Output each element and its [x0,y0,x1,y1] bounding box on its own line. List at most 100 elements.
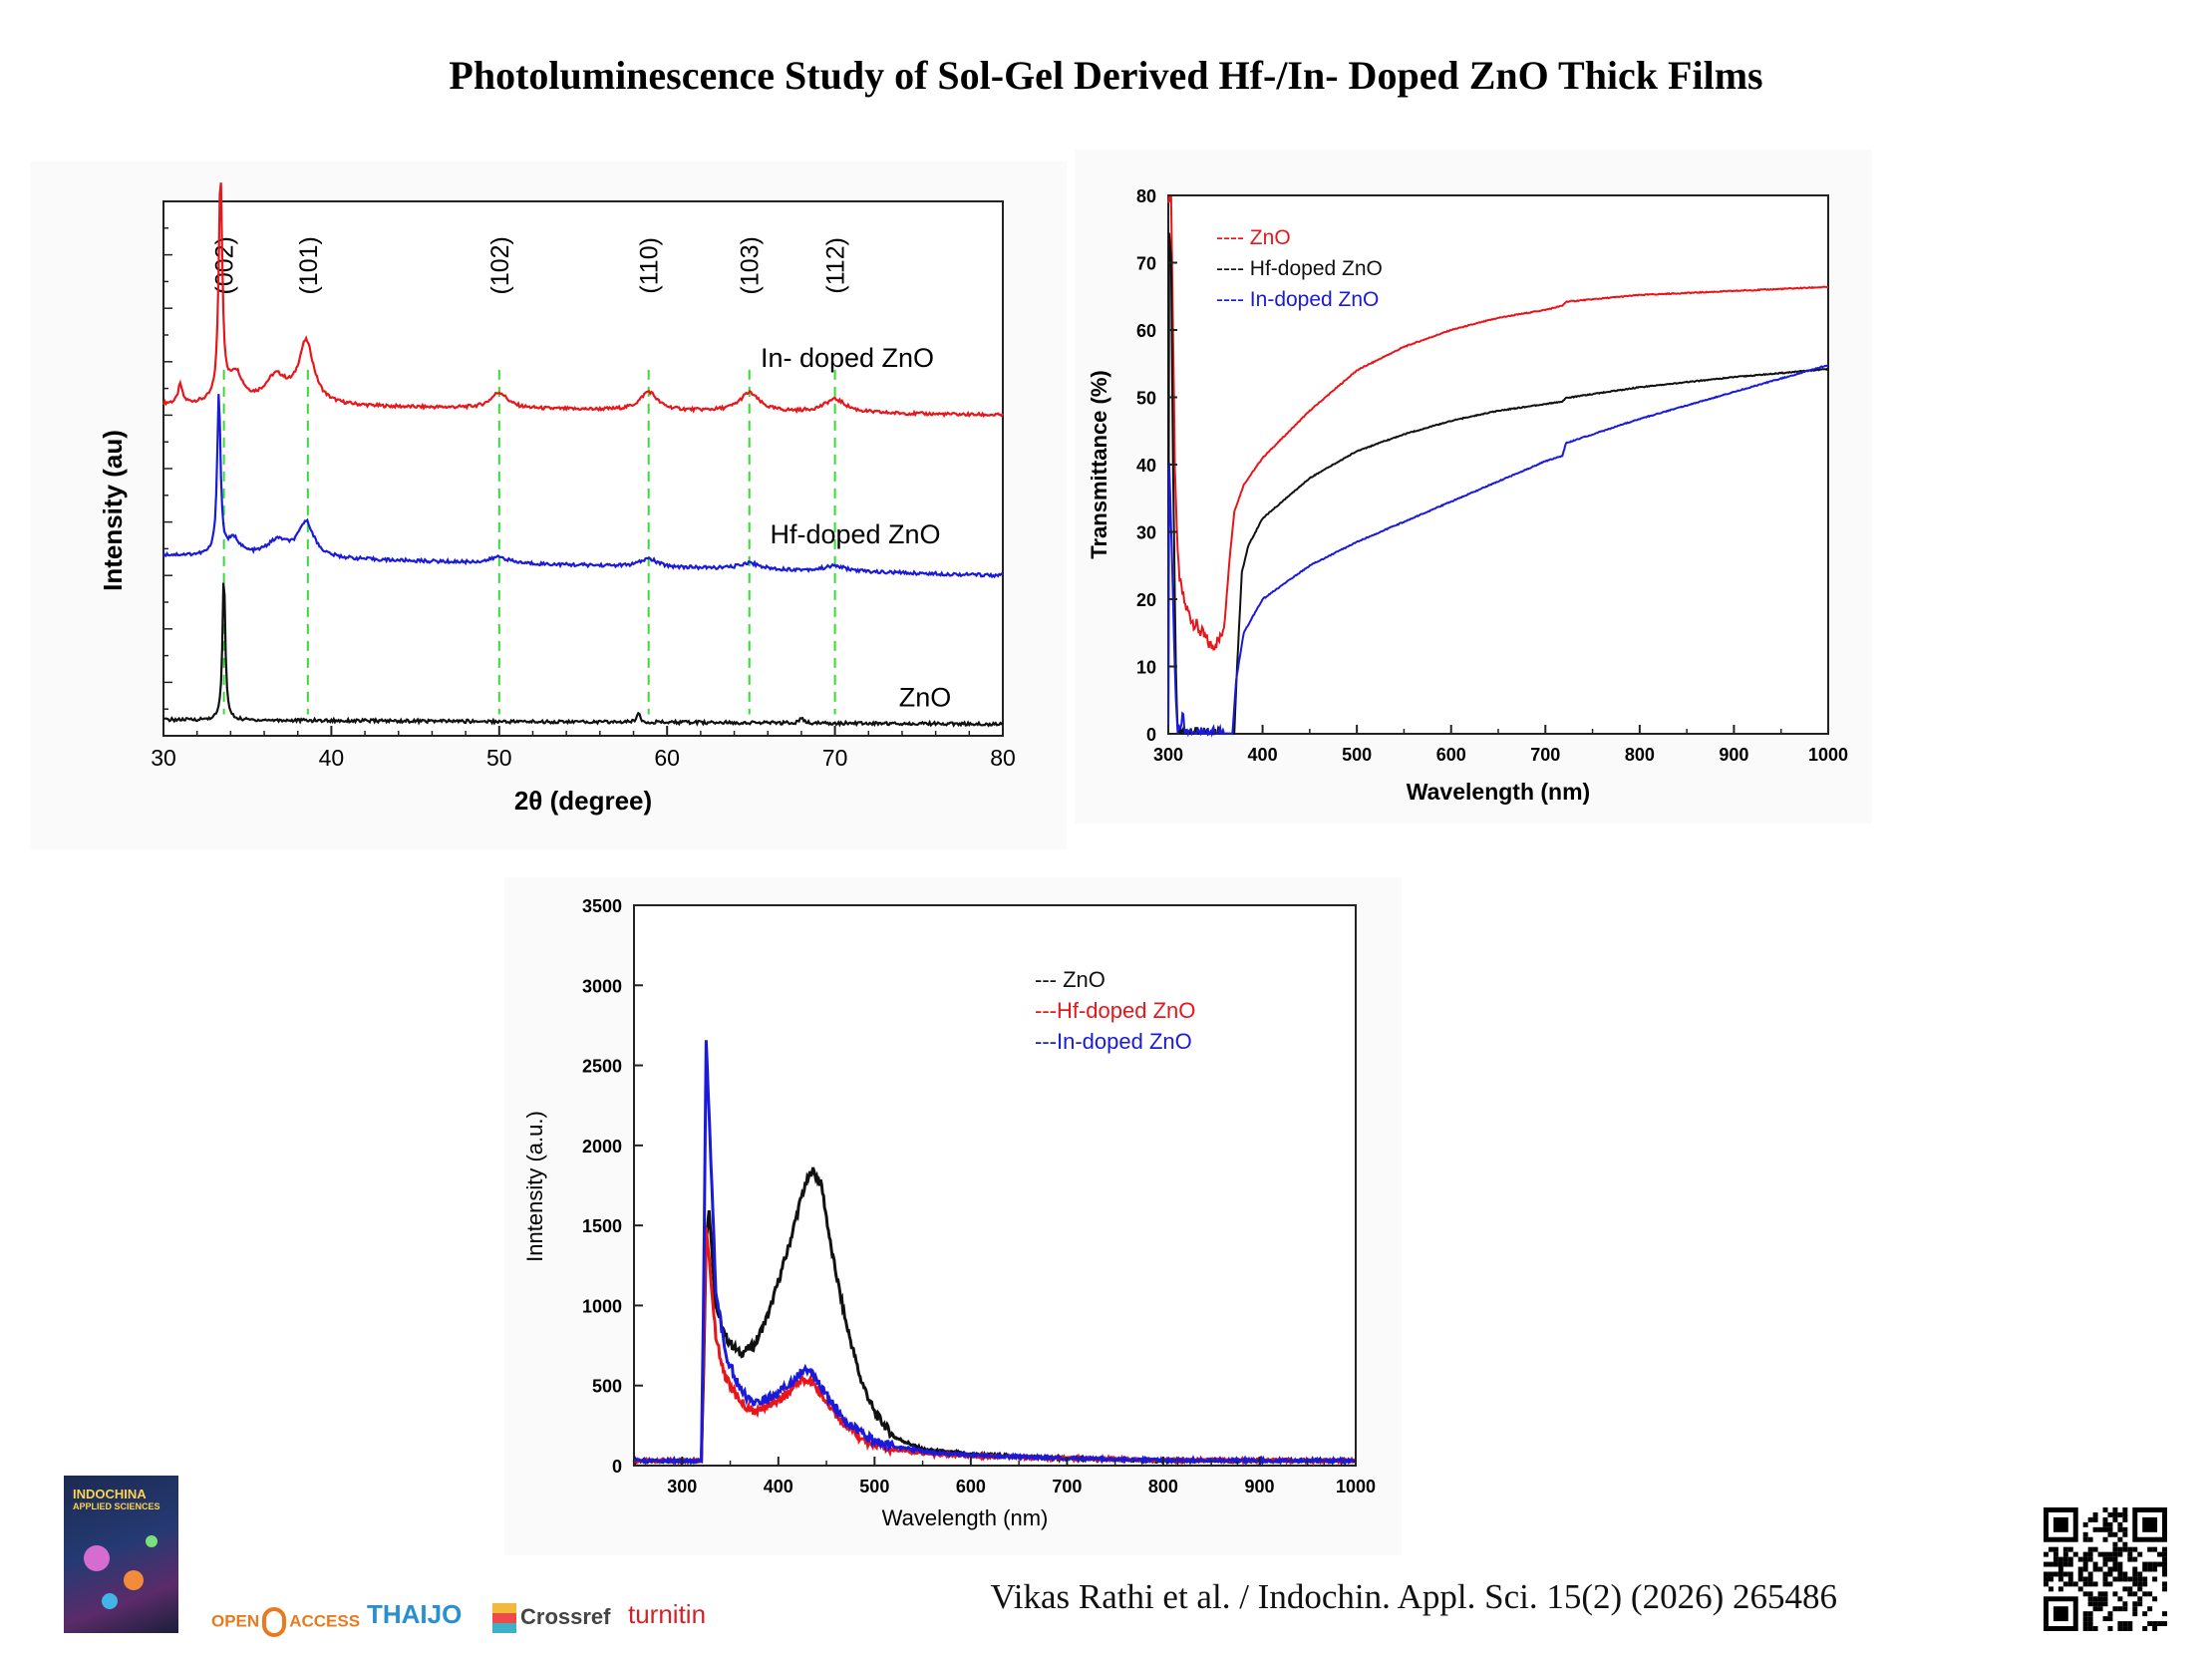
x-tick-label: 60 [654,745,680,771]
thaijo-logo[interactable]: THAIJO [367,1599,463,1629]
qr-module [2127,1556,2133,1562]
qr-module [2077,1566,2083,1572]
qr-module [2087,1591,2093,1597]
qr-module [2082,1621,2088,1627]
y-tick-label: 10 [1136,658,1156,678]
peak-marker-label: (102) [486,236,514,294]
qr-module [2082,1531,2088,1537]
qr-module [2082,1566,2088,1572]
qr-module [2067,1571,2073,1577]
qr-module [2132,1556,2138,1562]
qr-module [2082,1551,2088,1557]
qr-module [2162,1611,2167,1617]
qr-module [2117,1606,2123,1612]
x-tick-label: 40 [319,745,345,771]
qr-module [2057,1586,2063,1592]
y-tick-label: 80 [1136,186,1156,206]
qr-module [2152,1546,2158,1552]
y-tick-label: 1000 [582,1296,622,1316]
qr-module [2127,1586,2133,1592]
y-tick-label: 70 [1136,254,1156,274]
qr-module [2092,1581,2098,1587]
x-axis-label: Wavelength (nm) [882,1505,1049,1530]
qr-module [2107,1581,2113,1587]
x-tick-label: 500 [859,1477,889,1496]
qr-module [2092,1606,2098,1612]
qr-module [2137,1596,2143,1602]
x-tick-label: 70 [822,745,848,771]
qr-module [2147,1566,2153,1572]
qr-module [2142,1566,2148,1572]
qr-module [2137,1586,2143,1592]
qr-module [2102,1551,2108,1557]
qr-module [2102,1526,2108,1532]
qr-module [2092,1626,2098,1631]
qr-module [2137,1601,2143,1607]
plot-frame [1167,194,1829,735]
qr-module [2102,1576,2108,1582]
qr-module [2117,1561,2123,1567]
series-label: In- doped ZnO [761,343,934,373]
x-tick-label: 80 [990,745,1016,771]
qr-module [2147,1546,2153,1552]
legend-entry: ---- Hf-doped ZnO [1216,257,1383,280]
qr-module [2162,1566,2167,1572]
cover-orb [124,1570,144,1590]
qr-module [2122,1541,2128,1547]
peak-marker-label: (101) [295,236,323,294]
y-tick-label: 3000 [582,976,622,996]
qr-module [2112,1576,2118,1582]
x-axis-label: Wavelength (nm) [1407,779,1590,805]
qr-module [2137,1571,2143,1577]
qr-module [2102,1596,2108,1602]
x-axis-label: 2θ (degree) [514,786,652,816]
qr-module [2082,1611,2088,1617]
qr-module [2147,1621,2153,1627]
qr-module [2102,1591,2108,1597]
x-tick-label: 900 [1719,745,1748,765]
qr-module [2142,1626,2148,1631]
qr-module [2112,1531,2118,1537]
qr-module [2107,1556,2113,1562]
y-tick-label: 50 [1136,389,1156,409]
qr-module [2053,1571,2058,1577]
data-series-line [1167,364,1829,738]
open-access-logo[interactable]: OPEN ACCESS [211,1607,360,1637]
crossref-logo[interactable]: Crossref [492,1603,610,1633]
qr-module [2057,1576,2063,1582]
qr-module [2097,1601,2103,1607]
qr-module [2157,1621,2163,1627]
qr-module [2097,1591,2103,1597]
cover-orb [146,1535,158,1547]
qr-module [2122,1606,2128,1612]
turnitin-logo[interactable]: turnitin [628,1599,707,1629]
qr-module [2044,1576,2049,1582]
qr-module [2152,1576,2158,1582]
qr-module [2117,1521,2123,1527]
cover-orb [84,1545,110,1571]
qr-module [2132,1576,2138,1582]
qr-module [2107,1616,2113,1622]
qr-module [2127,1576,2133,1582]
qr-module [2112,1606,2118,1612]
qr-module [2053,1551,2058,1557]
qr-module [2057,1566,2063,1572]
qr-module [2092,1566,2098,1572]
legend-entry: ---Hf-doped ZnO [1035,998,1195,1023]
y-tick-label: 0 [1146,725,1156,745]
qr-module [2107,1626,2113,1631]
qr-module [2142,1611,2148,1617]
qr-module [2082,1626,2088,1631]
y-tick-label: 20 [1136,590,1156,610]
qr-code-icon[interactable] [2044,1507,2167,1631]
y-tick-label: 2500 [582,1057,622,1077]
qr-module [2087,1551,2093,1557]
qr-module [2087,1596,2093,1602]
qr-module [2087,1616,2093,1622]
qr-module [2048,1546,2054,1552]
qr-module [2127,1551,2133,1557]
y-tick-label: 500 [592,1377,622,1397]
x-tick-label: 900 [1244,1477,1274,1496]
journal-cover-image: INDOCHINA APPLIED SCIENCES [64,1476,178,1633]
qr-module [2067,1546,2073,1552]
